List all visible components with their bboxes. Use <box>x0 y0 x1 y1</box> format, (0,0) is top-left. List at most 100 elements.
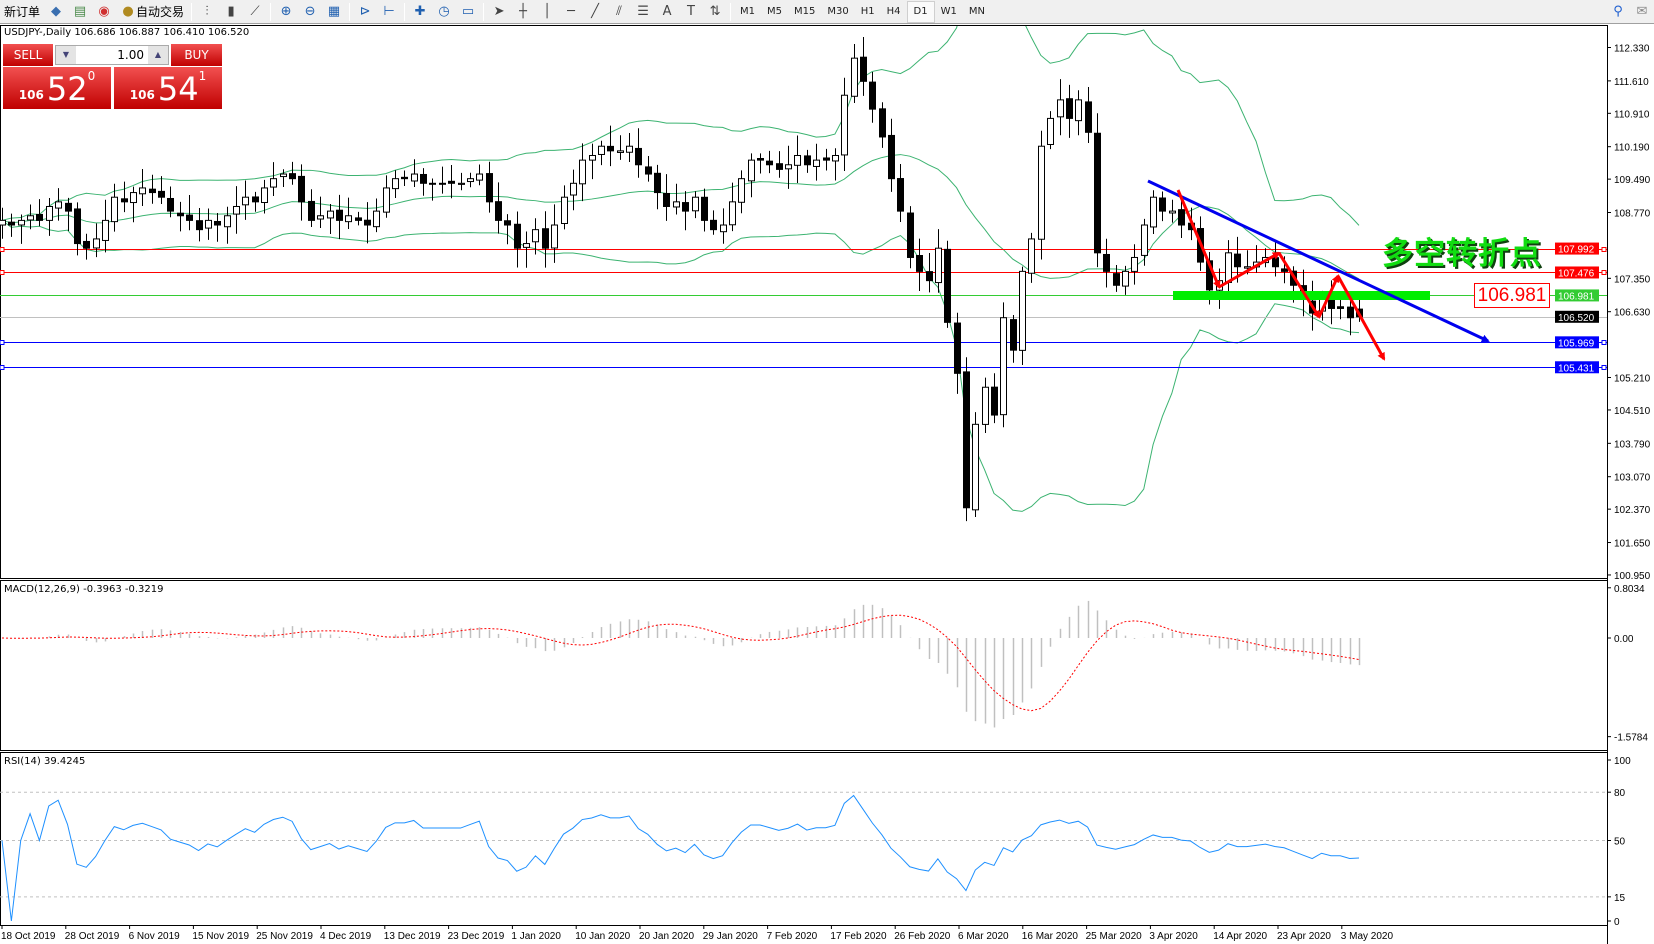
date-tick-label: 29 Jan 2020 <box>703 931 758 942</box>
candle-body <box>1000 317 1007 416</box>
candle-body <box>0 219 6 226</box>
line-handle <box>1601 340 1607 345</box>
candle-body <box>635 147 642 166</box>
sell-price-button[interactable]: 106 52 0 <box>3 67 111 109</box>
indicators-button[interactable]: ✚ <box>408 1 432 23</box>
trendline-button[interactable]: ╱ <box>583 1 607 23</box>
candle-body <box>65 202 72 212</box>
text-button[interactable]: A <box>655 1 679 23</box>
candle-body <box>1178 209 1185 226</box>
timeframe-mn[interactable]: MN <box>968 6 985 17</box>
search-icon: ⚲ <box>1613 3 1623 19</box>
fibonacci-button[interactable]: ☰ <box>631 1 655 23</box>
periods-button[interactable]: ◷ <box>432 1 456 23</box>
chart-shift-button[interactable]: ⊢ <box>377 1 401 23</box>
candle <box>532 218 539 255</box>
tile-windows-button[interactable]: ▦ <box>322 1 346 23</box>
timeframe-m15[interactable]: M15 <box>794 6 816 17</box>
date-tick-label: 6 Nov 2019 <box>129 931 181 942</box>
candlestick-button[interactable]: ▮ <box>219 1 243 23</box>
candle <box>972 412 979 518</box>
crosshair-button[interactable]: ┼ <box>511 1 535 23</box>
timeframe-h4[interactable]: H4 <box>886 6 901 17</box>
candle-body <box>270 178 277 188</box>
macd-label: MACD(12,26,9) -0.3963 -0.3219 <box>4 584 164 595</box>
text-label-button[interactable]: T <box>679 1 703 23</box>
buy-price-button[interactable]: 106 54 1 <box>114 67 222 109</box>
toolbar-signals-button[interactable]: ◉ <box>92 1 116 23</box>
date-tick-label: 1 Jan 2020 <box>511 931 561 942</box>
timeframe-h1[interactable]: H1 <box>860 6 875 17</box>
search-button[interactable]: ⚲ <box>1606 1 1630 23</box>
candle <box>589 143 596 180</box>
lot-size-input[interactable] <box>76 46 148 64</box>
candle <box>242 180 249 220</box>
timeframe-m5[interactable]: M5 <box>767 6 783 17</box>
candle-body <box>1103 253 1110 272</box>
toolbar-data-window-button[interactable]: ▤ <box>68 1 92 23</box>
toolbar-separator <box>483 2 485 21</box>
candle <box>401 170 408 186</box>
candle <box>1216 268 1223 309</box>
timeframe-w1[interactable]: W1 <box>940 6 957 17</box>
candle <box>692 191 699 219</box>
date-tick-label: 4 Dec 2019 <box>320 931 372 942</box>
templates-button[interactable]: ▭ <box>456 1 480 23</box>
zoom-in-button[interactable]: ⊕ <box>274 1 298 23</box>
candle-body <box>963 371 970 509</box>
candle <box>495 182 502 234</box>
vertical-line-button[interactable]: │ <box>535 1 559 23</box>
price-tick-label: 110.190 <box>1614 143 1650 154</box>
price-tick-label: 109.490 <box>1614 175 1651 186</box>
candle-body <box>776 163 783 170</box>
candle <box>205 208 212 240</box>
horizontal-line-button[interactable]: ─ <box>559 1 583 23</box>
line-handle <box>1601 247 1607 252</box>
auto-scroll-button[interactable]: ⊳ <box>353 1 377 23</box>
turning-point-annotation[interactable]: 多空转折点 <box>1382 236 1542 272</box>
zoom-out-button[interactable]: ⊖ <box>298 1 322 23</box>
candle-body <box>860 56 867 82</box>
lot-size-stepper[interactable]: ▼ ▲ <box>55 45 169 65</box>
candle <box>1019 266 1026 366</box>
candle-body <box>748 159 755 182</box>
candle-body <box>916 255 923 272</box>
lot-increase-button[interactable]: ▲ <box>148 46 168 64</box>
text-icon: A <box>662 3 672 19</box>
bar-chart-button[interactable]: ⫶ <box>195 1 219 23</box>
candle-body <box>177 212 184 217</box>
arrows-button[interactable]: ⇅ <box>703 1 727 23</box>
candle <box>944 240 951 328</box>
candle-body <box>1028 238 1035 274</box>
sell-button[interactable]: SELL <box>3 44 53 66</box>
candle <box>289 161 296 185</box>
chat-button[interactable]: ✉ <box>1630 1 1654 23</box>
price-line-label: 106.981 <box>1558 291 1595 302</box>
equidistant-channel-button[interactable]: ⫽ <box>607 1 631 23</box>
price-tick-label: 103.070 <box>1614 473 1651 484</box>
candle <box>504 214 511 245</box>
zigzag-arrow <box>1336 275 1386 361</box>
timeframe-m30[interactable]: M30 <box>827 6 849 17</box>
timeframe-m1[interactable]: M1 <box>740 6 756 17</box>
macd-pane <box>0 580 1608 751</box>
candle-body <box>1085 101 1092 133</box>
candle-body <box>1047 117 1054 145</box>
cursor-button[interactable]: ➤ <box>487 1 511 23</box>
date-tick-label: 20 Jan 2020 <box>639 931 694 942</box>
toolbar-new-order-button[interactable]: 新订单 <box>0 1 44 23</box>
candle <box>158 176 165 205</box>
buy-button[interactable]: BUY <box>171 44 222 66</box>
macd-signal-line <box>1 614 1360 712</box>
candle-body <box>673 201 680 208</box>
lot-decrease-button[interactable]: ▼ <box>56 46 76 64</box>
toolbar-autotrading-button[interactable]: ● 自动交易 <box>116 1 188 23</box>
candle-body <box>224 215 231 228</box>
price-label-annotation[interactable]: 106.981 <box>1474 283 1550 308</box>
line-chart-button[interactable]: ⟋ <box>243 1 267 23</box>
timeframe-d1[interactable]: D1 <box>906 0 935 23</box>
toolbar-metaeditor-button[interactable]: ◆ <box>44 1 68 23</box>
rsi-tick-label: 50 <box>1614 837 1626 848</box>
candle-body <box>111 196 118 223</box>
